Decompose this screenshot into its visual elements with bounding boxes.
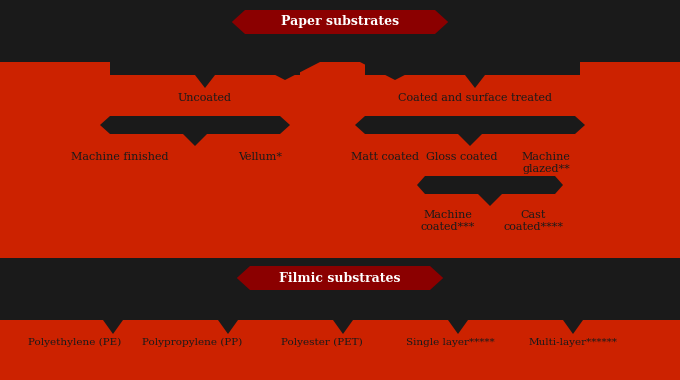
- Polygon shape: [355, 116, 585, 146]
- Polygon shape: [448, 320, 468, 334]
- Polygon shape: [110, 62, 300, 88]
- Polygon shape: [0, 0, 680, 80]
- Polygon shape: [232, 10, 448, 34]
- Text: Matt coated: Matt coated: [351, 152, 419, 162]
- Polygon shape: [218, 320, 238, 334]
- Text: Polyethylene (PE): Polyethylene (PE): [29, 338, 122, 347]
- Polygon shape: [563, 320, 583, 334]
- Text: Machine
coated***: Machine coated***: [421, 210, 475, 231]
- Text: Machine
glazed**: Machine glazed**: [522, 152, 571, 174]
- Text: Uncoated: Uncoated: [178, 93, 232, 103]
- Text: Single layer*****: Single layer*****: [406, 338, 494, 347]
- Polygon shape: [103, 320, 123, 334]
- Text: Paper substrates: Paper substrates: [281, 16, 399, 28]
- Text: Coated and surface treated: Coated and surface treated: [398, 93, 552, 103]
- Text: Multi-layer******: Multi-layer******: [528, 338, 617, 347]
- Polygon shape: [237, 266, 443, 290]
- Polygon shape: [0, 258, 680, 320]
- Polygon shape: [100, 116, 290, 146]
- Text: Cast
coated****: Cast coated****: [503, 210, 563, 231]
- Text: Machine finished: Machine finished: [71, 152, 169, 162]
- Text: Gloss coated: Gloss coated: [426, 152, 498, 162]
- Polygon shape: [417, 176, 563, 206]
- Text: Polyester (PET): Polyester (PET): [281, 338, 363, 347]
- Polygon shape: [365, 62, 580, 88]
- Text: Vellum*: Vellum*: [238, 152, 282, 162]
- Text: Polypropylene (PP): Polypropylene (PP): [142, 338, 242, 347]
- Polygon shape: [333, 320, 353, 334]
- Text: Filmic substrates: Filmic substrates: [279, 271, 401, 285]
